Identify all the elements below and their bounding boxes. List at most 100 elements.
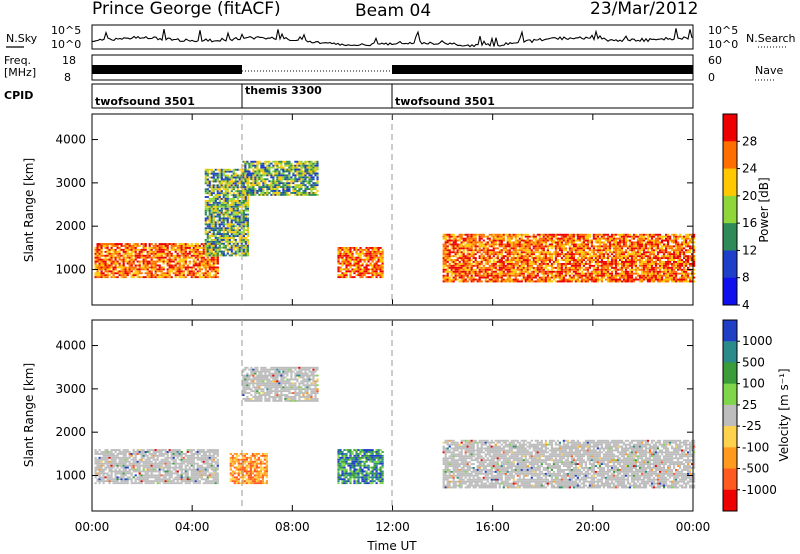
scatter-cell bbox=[220, 172, 223, 175]
scatter-cell bbox=[266, 192, 269, 194]
scatter-cell bbox=[536, 251, 539, 254]
scatter-cell bbox=[650, 263, 654, 265]
scatter-cell bbox=[234, 184, 237, 187]
scatter-cell bbox=[596, 274, 599, 277]
scatter-cell bbox=[500, 276, 503, 279]
scatter-cell bbox=[546, 280, 549, 283]
scatter-cell bbox=[667, 278, 670, 281]
scatter-cell bbox=[667, 235, 670, 238]
scatter-cell bbox=[444, 274, 447, 277]
scatter-cell bbox=[548, 245, 551, 248]
scatter-cell bbox=[514, 253, 517, 256]
scatter-cell bbox=[594, 257, 597, 259]
scatter-cell bbox=[592, 251, 595, 254]
scatter-cell bbox=[100, 264, 103, 267]
scatter-cell bbox=[118, 274, 121, 277]
scatter-cell bbox=[462, 264, 465, 267]
scatter-cell bbox=[379, 258, 382, 261]
scatter-cell bbox=[206, 180, 209, 183]
scatter-cell bbox=[626, 245, 630, 248]
scatter-cell bbox=[375, 260, 378, 263]
scatter-cell bbox=[654, 276, 658, 279]
scatter-cell bbox=[656, 241, 660, 244]
scatter-cell bbox=[540, 270, 543, 273]
scatter-cell bbox=[146, 256, 149, 259]
scatter-cell bbox=[606, 266, 610, 269]
scatter-cell bbox=[218, 215, 221, 218]
scatter-cell bbox=[126, 245, 129, 247]
scatter-cell bbox=[266, 186, 269, 188]
scatter-cell bbox=[542, 251, 545, 254]
scatter-cell bbox=[594, 235, 597, 238]
scatter-cell bbox=[614, 243, 618, 246]
scatter-cell bbox=[502, 280, 505, 283]
scatter-cell bbox=[550, 270, 553, 273]
scatter-cell bbox=[500, 239, 503, 242]
scatter-cell bbox=[468, 247, 471, 250]
scatter-cell bbox=[534, 247, 537, 250]
scatter-cell bbox=[582, 264, 585, 267]
scatter-cell bbox=[460, 255, 463, 258]
scatter-cell bbox=[222, 233, 225, 235]
scatter-cell bbox=[298, 170, 301, 173]
scatter-cell bbox=[230, 219, 233, 222]
scatter-cell bbox=[524, 280, 527, 283]
scatter-cell bbox=[100, 247, 103, 249]
scatter-cell bbox=[490, 239, 493, 242]
scatter-cell bbox=[454, 237, 457, 240]
scatter-cell bbox=[128, 247, 131, 249]
scatter-cell bbox=[178, 266, 181, 269]
scatter-cell bbox=[662, 257, 666, 259]
scatter-cell bbox=[182, 247, 185, 249]
scatter-cell bbox=[470, 255, 473, 258]
scatter-cell bbox=[630, 247, 634, 250]
scatter-cell bbox=[381, 262, 384, 265]
scatter-cell bbox=[116, 256, 119, 259]
scatter-cell bbox=[570, 278, 573, 281]
scatter-cell bbox=[588, 264, 591, 267]
scatter-cell bbox=[206, 196, 209, 198]
scatter-cell bbox=[210, 188, 213, 191]
scatter-cell bbox=[174, 258, 177, 261]
scatter-cell bbox=[669, 251, 672, 254]
scatter-cell bbox=[308, 164, 311, 167]
scatter-cell bbox=[472, 249, 475, 252]
scatter-cell bbox=[232, 211, 235, 214]
scatter-cell bbox=[576, 233, 579, 236]
scatter-cell bbox=[520, 259, 523, 261]
scatter-cell bbox=[630, 261, 634, 263]
scatter-cell bbox=[280, 180, 283, 183]
scatter-cell bbox=[486, 249, 489, 252]
scatter-cell bbox=[548, 272, 551, 275]
scatter-cell bbox=[220, 246, 223, 249]
scatter-cell bbox=[172, 264, 175, 267]
scatter-cell bbox=[576, 261, 579, 263]
scatter-cell bbox=[174, 262, 177, 265]
scatter-cell bbox=[522, 272, 525, 275]
scatter-cell bbox=[158, 252, 161, 255]
scatter-cell bbox=[638, 255, 642, 258]
scatter-cell bbox=[526, 239, 529, 242]
scatter-cell bbox=[156, 252, 159, 255]
scatter-cell bbox=[357, 260, 360, 263]
scatter-cell bbox=[610, 266, 614, 269]
scatter-cell bbox=[472, 251, 475, 254]
scatter-cell bbox=[608, 255, 612, 258]
scatter-cell bbox=[584, 272, 587, 275]
scatter-cell bbox=[448, 257, 451, 259]
scatter-cell bbox=[244, 186, 247, 188]
scatter-cell bbox=[349, 274, 352, 277]
scatter-cell bbox=[522, 257, 525, 259]
scatter-cell bbox=[516, 263, 519, 265]
scatter-cell bbox=[614, 249, 618, 252]
scatter-cell bbox=[218, 248, 221, 251]
scatter-cell bbox=[212, 198, 215, 200]
scatter-cell bbox=[230, 223, 233, 226]
scatter-cell bbox=[168, 243, 171, 245]
scatter-cell bbox=[158, 247, 161, 249]
scatter-cell bbox=[120, 264, 123, 267]
scatter-cell bbox=[359, 272, 362, 275]
scatter-cell bbox=[222, 200, 225, 202]
scatter-cell bbox=[242, 205, 245, 208]
